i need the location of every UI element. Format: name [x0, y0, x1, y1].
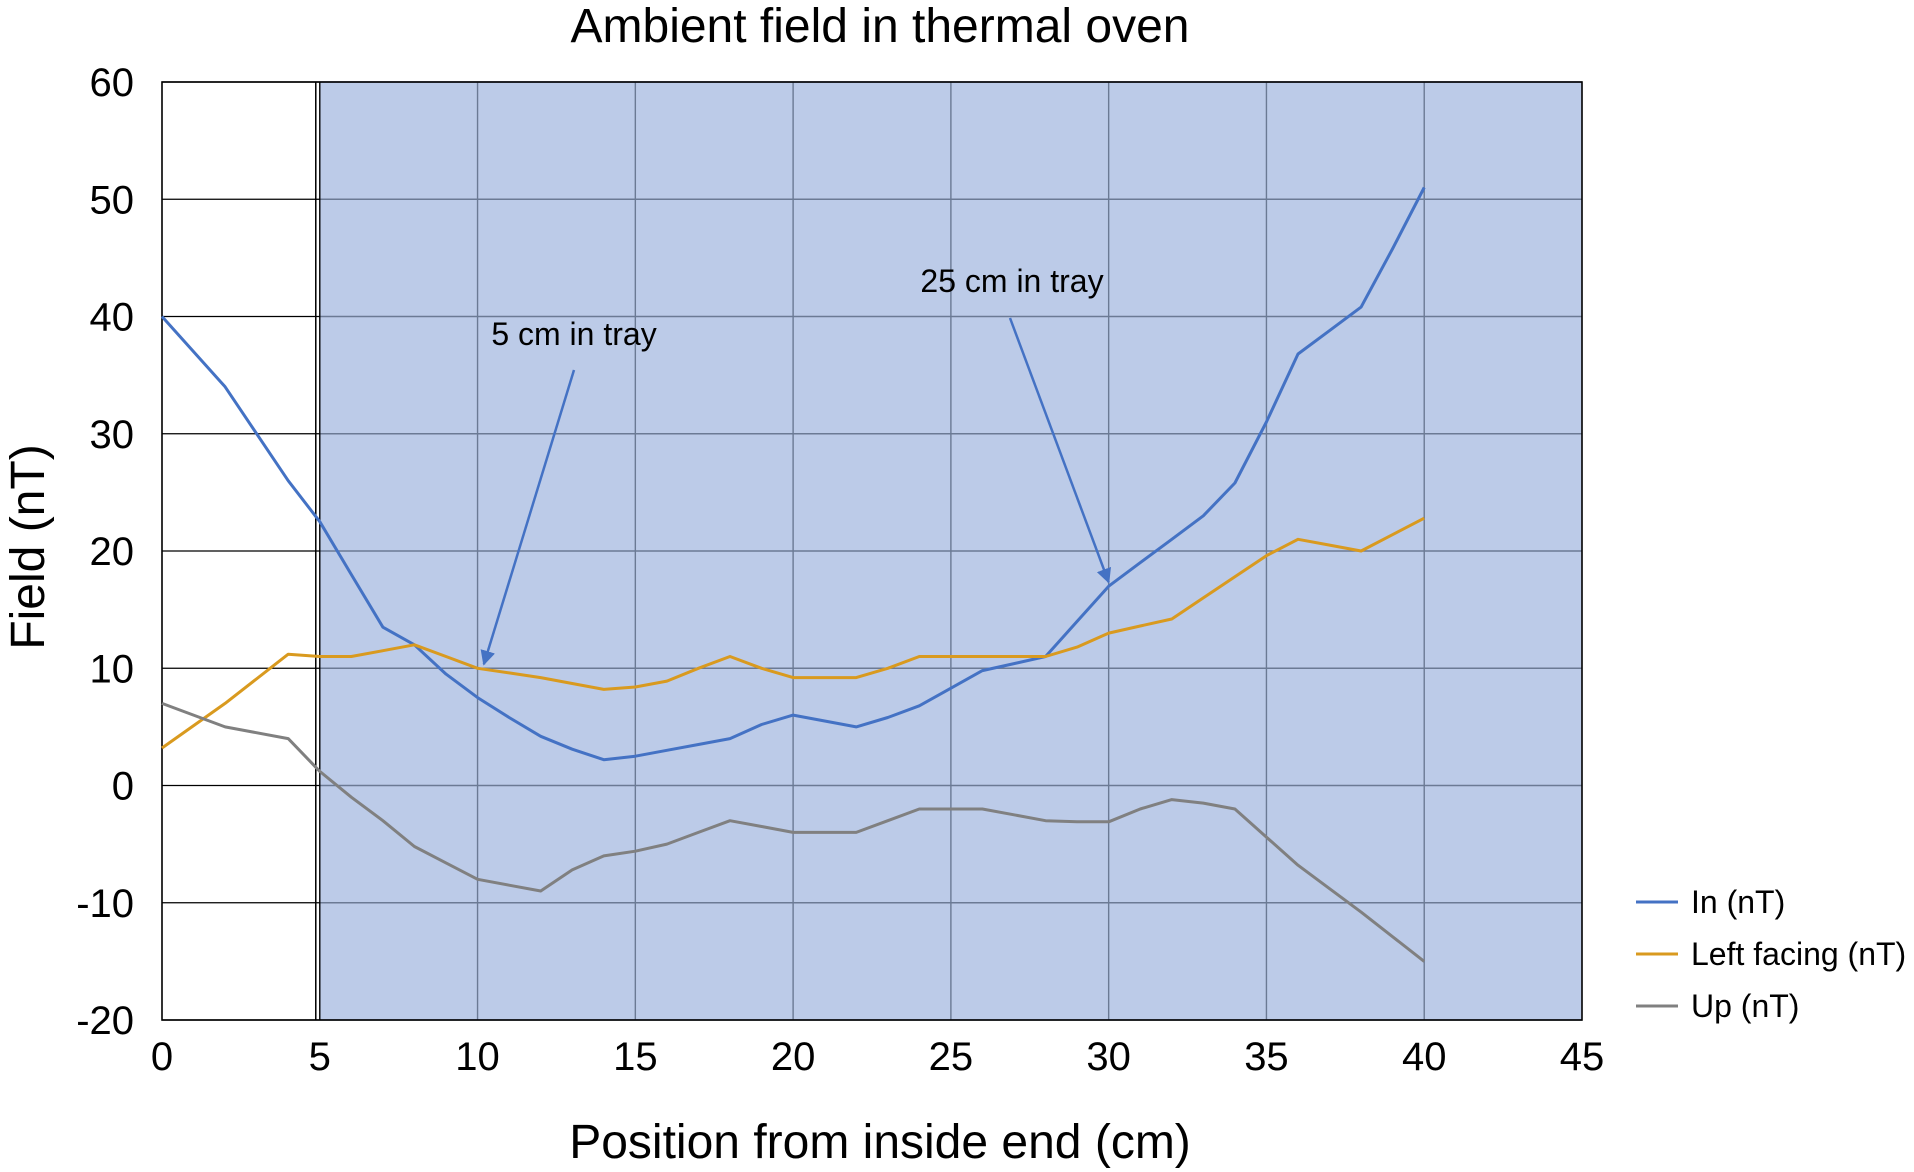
annotation-arrow: [1008, 317, 1111, 584]
plot-border: [161, 81, 1583, 1021]
annotation-label: 5 cm in tray: [491, 316, 656, 352]
y-tick-label: -10: [76, 882, 134, 926]
y-tick-label: 50: [90, 178, 135, 222]
y-tick-label: 10: [90, 647, 135, 691]
x-tick-label: 15: [613, 1035, 658, 1079]
annotation-label: 25 cm in tray: [920, 263, 1103, 299]
legend-label: Up (nT): [1691, 988, 1799, 1024]
x-tick-label: 35: [1244, 1035, 1289, 1079]
x-tick-label: 30: [1086, 1035, 1131, 1079]
chart-title: Ambient field in thermal oven: [571, 0, 1190, 53]
x-tick-label: 20: [771, 1035, 816, 1079]
y-tick-label: 60: [90, 61, 135, 105]
y-tick-label: 40: [90, 296, 135, 340]
series-line-0: [160, 186, 1426, 762]
x-tick-label: 5: [309, 1035, 331, 1079]
series-line-2: [161, 701, 1426, 963]
y-tick-label: 0: [112, 765, 134, 809]
legend-label: Left facing (nT): [1691, 936, 1906, 972]
x-tick-label: 0: [151, 1035, 173, 1079]
y-axis-title: Field (nT): [2, 444, 55, 649]
y-tick-label: -20: [76, 999, 134, 1043]
annotation-arrow: [480, 369, 576, 666]
y-tick-label: 30: [90, 413, 135, 457]
x-axis-title: Position from inside end (cm): [569, 1116, 1191, 1169]
x-tick-label: 10: [455, 1035, 500, 1079]
legend-label: In (nT): [1691, 884, 1785, 920]
x-tick-label: 25: [929, 1035, 974, 1079]
y-tick-label: 20: [90, 530, 135, 574]
series-line-1: [161, 516, 1425, 750]
x-tick-label: 40: [1402, 1035, 1447, 1079]
x-tick-label: 45: [1560, 1035, 1605, 1079]
